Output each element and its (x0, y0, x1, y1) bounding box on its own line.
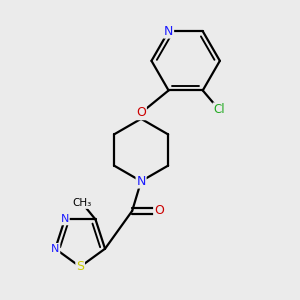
Text: Cl: Cl (213, 103, 225, 116)
Text: O: O (154, 204, 164, 218)
Text: N: N (61, 214, 69, 224)
Text: O: O (136, 106, 146, 119)
Text: CH₃: CH₃ (73, 198, 92, 208)
Text: N: N (51, 244, 59, 254)
Text: S: S (76, 260, 84, 273)
Text: N: N (136, 175, 146, 188)
Text: N: N (164, 25, 173, 38)
